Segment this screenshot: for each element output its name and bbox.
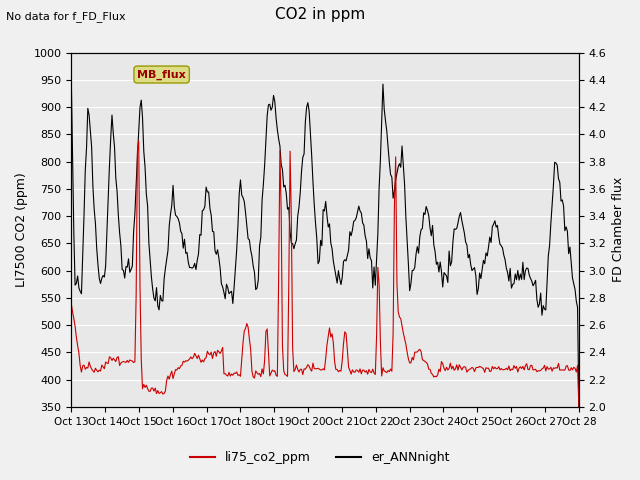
Text: No data for f_FD_Flux: No data for f_FD_Flux — [6, 11, 126, 22]
Text: MB_flux: MB_flux — [137, 70, 186, 80]
Legend: li75_co2_ppm, er_ANNnight: li75_co2_ppm, er_ANNnight — [186, 446, 454, 469]
Y-axis label: FD Chamber flux: FD Chamber flux — [612, 177, 625, 282]
Text: CO2 in ppm: CO2 in ppm — [275, 7, 365, 22]
Y-axis label: LI7500 CO2 (ppm): LI7500 CO2 (ppm) — [15, 172, 28, 287]
